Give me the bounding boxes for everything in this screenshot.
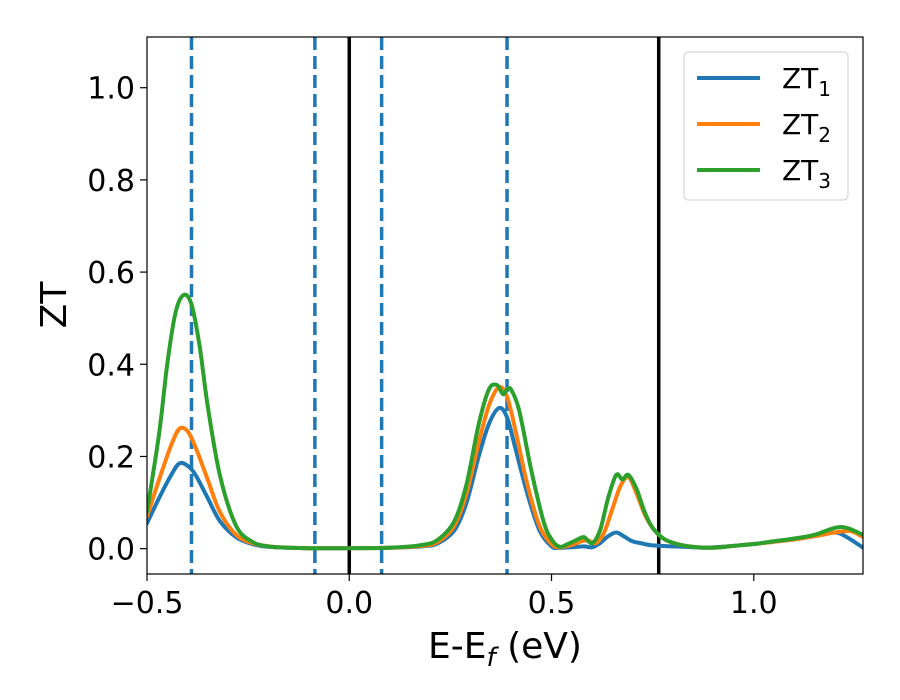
y-tick-label: 0.8 bbox=[87, 164, 135, 199]
y-axis-ticks: 0.0 0.2 0.4 0.6 0.8 1.0 bbox=[87, 72, 147, 568]
y-tick-label: 1.0 bbox=[87, 72, 135, 107]
series-line-zt3 bbox=[147, 292, 863, 551]
legend: ZT1 ZT2 ZT3 bbox=[683, 51, 849, 201]
x-tick-label: 0.5 bbox=[528, 586, 576, 621]
y-tick-label: 0.0 bbox=[87, 533, 135, 568]
x-tick-label: 0.0 bbox=[325, 586, 373, 621]
x-tick-label: −0.5 bbox=[111, 586, 184, 621]
y-tick-label: 0.6 bbox=[87, 256, 135, 291]
y-tick-label: 0.2 bbox=[87, 440, 135, 475]
x-axis-ticks: −0.5 0.0 0.5 1.0 bbox=[111, 574, 778, 621]
series-line-zt1 bbox=[147, 405, 863, 551]
reference-lines bbox=[189, 37, 661, 574]
y-axis-title: ZT bbox=[34, 281, 75, 329]
legend-label-zt1: ZT1 bbox=[782, 62, 831, 101]
legend-label-zt3: ZT3 bbox=[782, 154, 831, 193]
legend-box bbox=[683, 51, 849, 201]
plot-frame bbox=[146, 36, 864, 575]
legend-label-zt2: ZT2 bbox=[782, 108, 831, 147]
y-tick-label: 0.4 bbox=[87, 348, 135, 383]
x-axis-title: E-Ef (eV) bbox=[428, 626, 582, 673]
x-tick-label: 1.0 bbox=[730, 586, 778, 621]
series-lines bbox=[147, 292, 863, 551]
